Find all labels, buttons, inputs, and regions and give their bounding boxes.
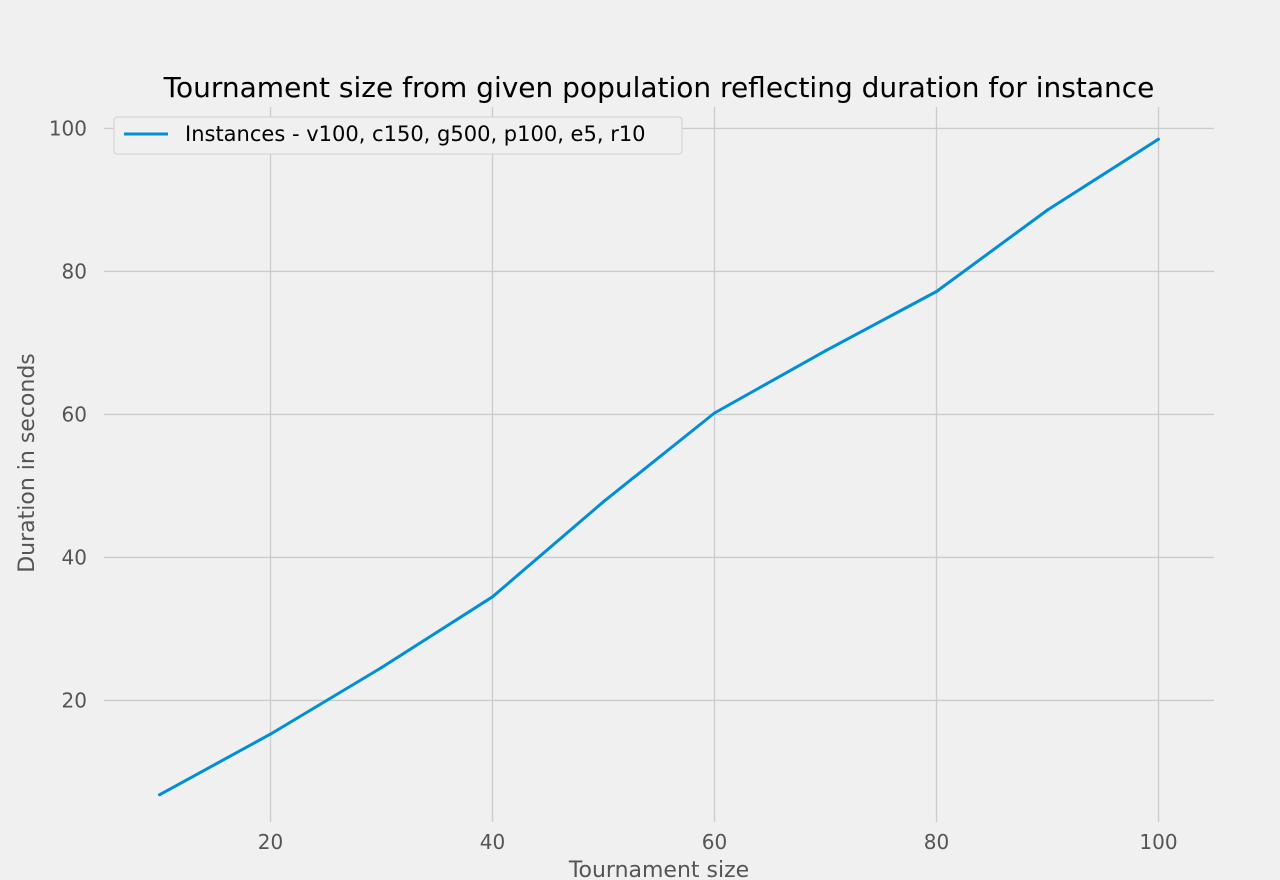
x-tick-label: 20: [258, 830, 283, 854]
x-tick-label: 100: [1139, 830, 1177, 854]
x-tick-label: 80: [924, 830, 949, 854]
data-point: [158, 793, 161, 797]
series-line: [158, 137, 1160, 797]
legend: Instances - v100, c150, g500, p100, e5, …: [113, 116, 683, 155]
y-tick-label: 20: [62, 688, 87, 712]
y-axis-label: Duration in seconds: [15, 353, 40, 573]
data-point: [380, 666, 383, 670]
x-axis-label: Tournament size: [568, 858, 749, 880]
data-point: [713, 411, 716, 415]
x-tick-label: 40: [480, 830, 505, 854]
y-tick-label: 60: [62, 402, 87, 426]
legend-label: Instances - v100, c150, g500, p100, e5, …: [185, 122, 646, 146]
y-tick-label: 80: [62, 259, 87, 283]
data-point: [1157, 137, 1160, 141]
x-tick-label: 60: [702, 830, 727, 854]
chart-title: Tournament size from given population re…: [163, 71, 1155, 104]
series-layer: [158, 137, 1160, 797]
data-point: [602, 500, 605, 504]
data-point: [269, 732, 272, 736]
tick-labels: 20 40 60 80 100 20 40 60 80 100: [49, 116, 1178, 854]
y-tick-label: 40: [62, 545, 87, 569]
data-point: [824, 349, 827, 353]
data-point: [1046, 208, 1049, 212]
data-point: [491, 595, 494, 599]
legend-box: [113, 116, 683, 155]
y-tick-label: 100: [49, 116, 87, 140]
data-point: [935, 290, 938, 293]
